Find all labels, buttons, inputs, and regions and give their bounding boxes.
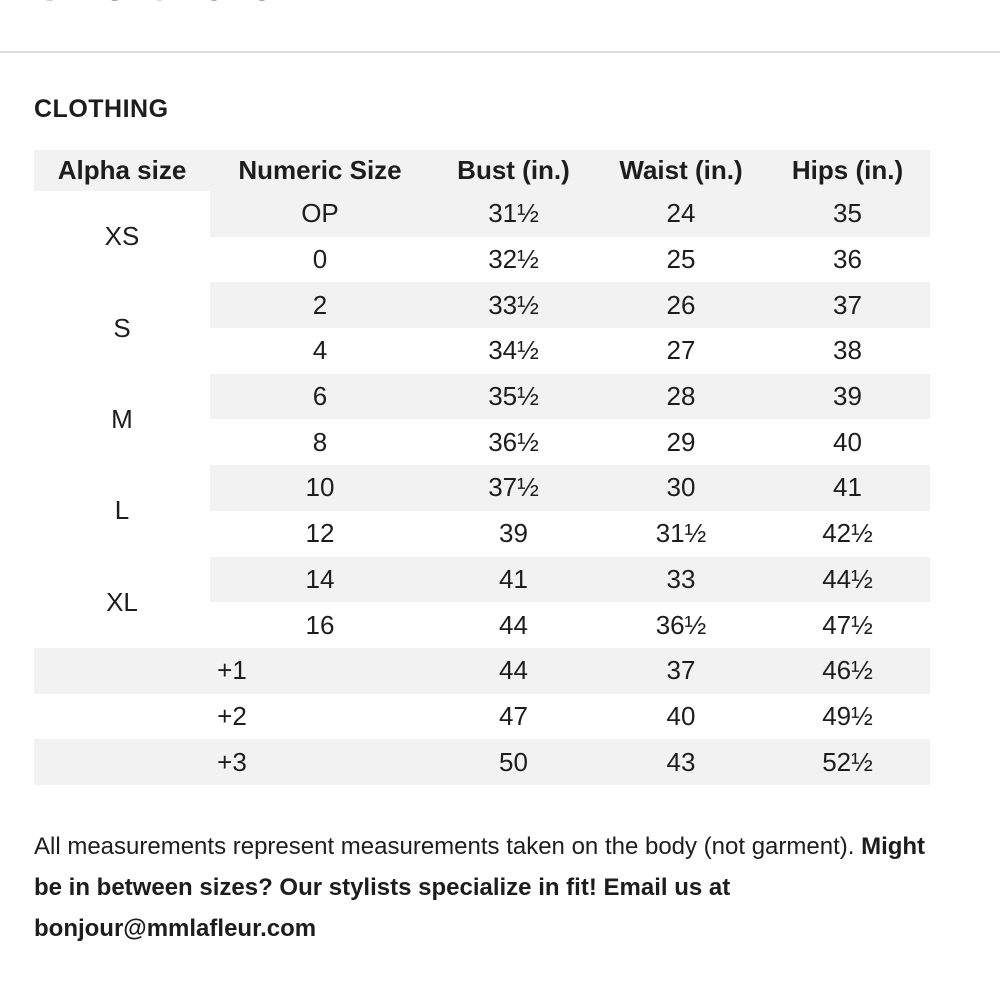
bust-cell: 31½ [430,191,597,237]
bust-cell: 37½ [430,465,597,511]
hips-cell: 40 [833,426,862,457]
plus-size-cell: +3 [34,739,430,785]
table-header-row: Alpha size Numeric Size Bust (in.) Waist… [34,150,930,191]
bust-cell: 35½ [430,373,597,420]
bust-cell: 32½ [488,244,539,275]
waist-cell: 25 [666,244,696,275]
bust-cell: 36½ [488,426,539,457]
header-bust: Bust (in.) [430,150,597,191]
numeric-size-cell: 8 [312,426,328,457]
numeric-size-cell: 4 [312,335,328,366]
hips-cell: 47½ [822,609,873,640]
page-title: Size Chart [34,0,268,11]
numeric-size-cell: 2 [210,282,430,329]
hips-cell: 37 [765,282,930,329]
table-row: +3 50 43 52½ [34,739,930,785]
waist-cell: 24 [597,191,765,237]
waist-cell: 31½ [655,518,707,549]
measurement-note: All measurements represent measurements … [34,826,954,949]
size-chart-table: Alpha size Numeric Size Bust (in.) Waist… [34,150,930,785]
hips-cell: 46½ [765,647,930,694]
bust-cell: 50 [430,739,597,785]
alpha-size-cell: L [34,465,210,557]
numeric-size-cell: 16 [305,609,335,640]
alpha-size-cell: XS [34,191,210,283]
waist-cell: 26 [597,282,765,329]
hips-cell: 39 [765,373,930,420]
table-row: 8 36½ 29 40 [34,419,930,465]
bust-cell: 44 [430,647,597,694]
hips-cell: 49½ [822,700,873,731]
table-row: XS OP 31½ 24 35 [34,191,930,283]
table-row: 12 39 31½ 42½ [34,511,930,557]
plus-size-cell: +1 [34,647,430,694]
table-row: XL 14 41 33 44½ [34,556,930,648]
table-row: L 10 37½ 30 41 [34,465,930,557]
note-text: All measurements represent measurements … [34,833,862,860]
header-hips: Hips (in.) [765,150,930,191]
waist-cell: 36½ [655,609,707,640]
bust-cell: 33½ [430,282,597,329]
waist-cell: 30 [597,465,765,511]
table-row: M 6 35½ 28 39 [34,373,930,466]
table-row: 4 34½ 27 38 [34,328,930,374]
bust-cell: 44 [499,609,528,640]
header-numeric: Numeric Size [210,150,430,191]
waist-cell: 27 [666,335,696,366]
waist-cell: 28 [597,373,765,420]
waist-cell: 40 [666,700,696,731]
table-row: +2 47 40 49½ [34,694,930,740]
hips-cell: 52½ [765,739,930,785]
numeric-size-cell: 14 [210,556,430,603]
alpha-size-cell: XL [34,556,210,648]
alpha-size-cell: M [34,373,210,466]
divider [0,51,1000,53]
waist-cell: 29 [666,426,696,457]
table-row: S 2 33½ 26 37 [34,282,930,374]
numeric-size-cell: OP [210,191,430,237]
hips-cell: 38 [833,335,862,366]
bust-cell: 41 [430,556,597,603]
header-waist: Waist (in.) [597,150,765,191]
hips-cell: 36 [833,244,862,275]
numeric-size-cell: 12 [305,518,335,549]
table-row: 0 32½ 25 36 [34,237,930,283]
hips-cell: 35 [765,191,930,237]
bust-cell: 34½ [488,335,539,366]
table-row: 16 44 36½ 47½ [34,602,930,648]
table-row: +1 44 37 46½ [34,647,930,694]
alpha-size-cell: S [34,282,210,374]
bust-cell: 47 [499,700,528,731]
numeric-size-cell: 0 [312,244,328,275]
bust-cell: 39 [499,518,528,549]
plus-size-cell: +2 [217,700,247,731]
waist-cell: 37 [597,647,765,694]
numeric-size-cell: 10 [210,465,430,511]
waist-cell: 33 [597,556,765,603]
hips-cell: 44½ [765,556,930,603]
numeric-size-cell: 6 [210,373,430,420]
waist-cell: 43 [597,739,765,785]
header-alpha: Alpha size [34,150,210,191]
hips-cell: 41 [765,465,930,511]
note-bold: Might be in between sizes? Our stylists … [34,833,926,942]
section-title: CLOTHING [34,95,169,123]
hips-cell: 42½ [822,518,873,549]
